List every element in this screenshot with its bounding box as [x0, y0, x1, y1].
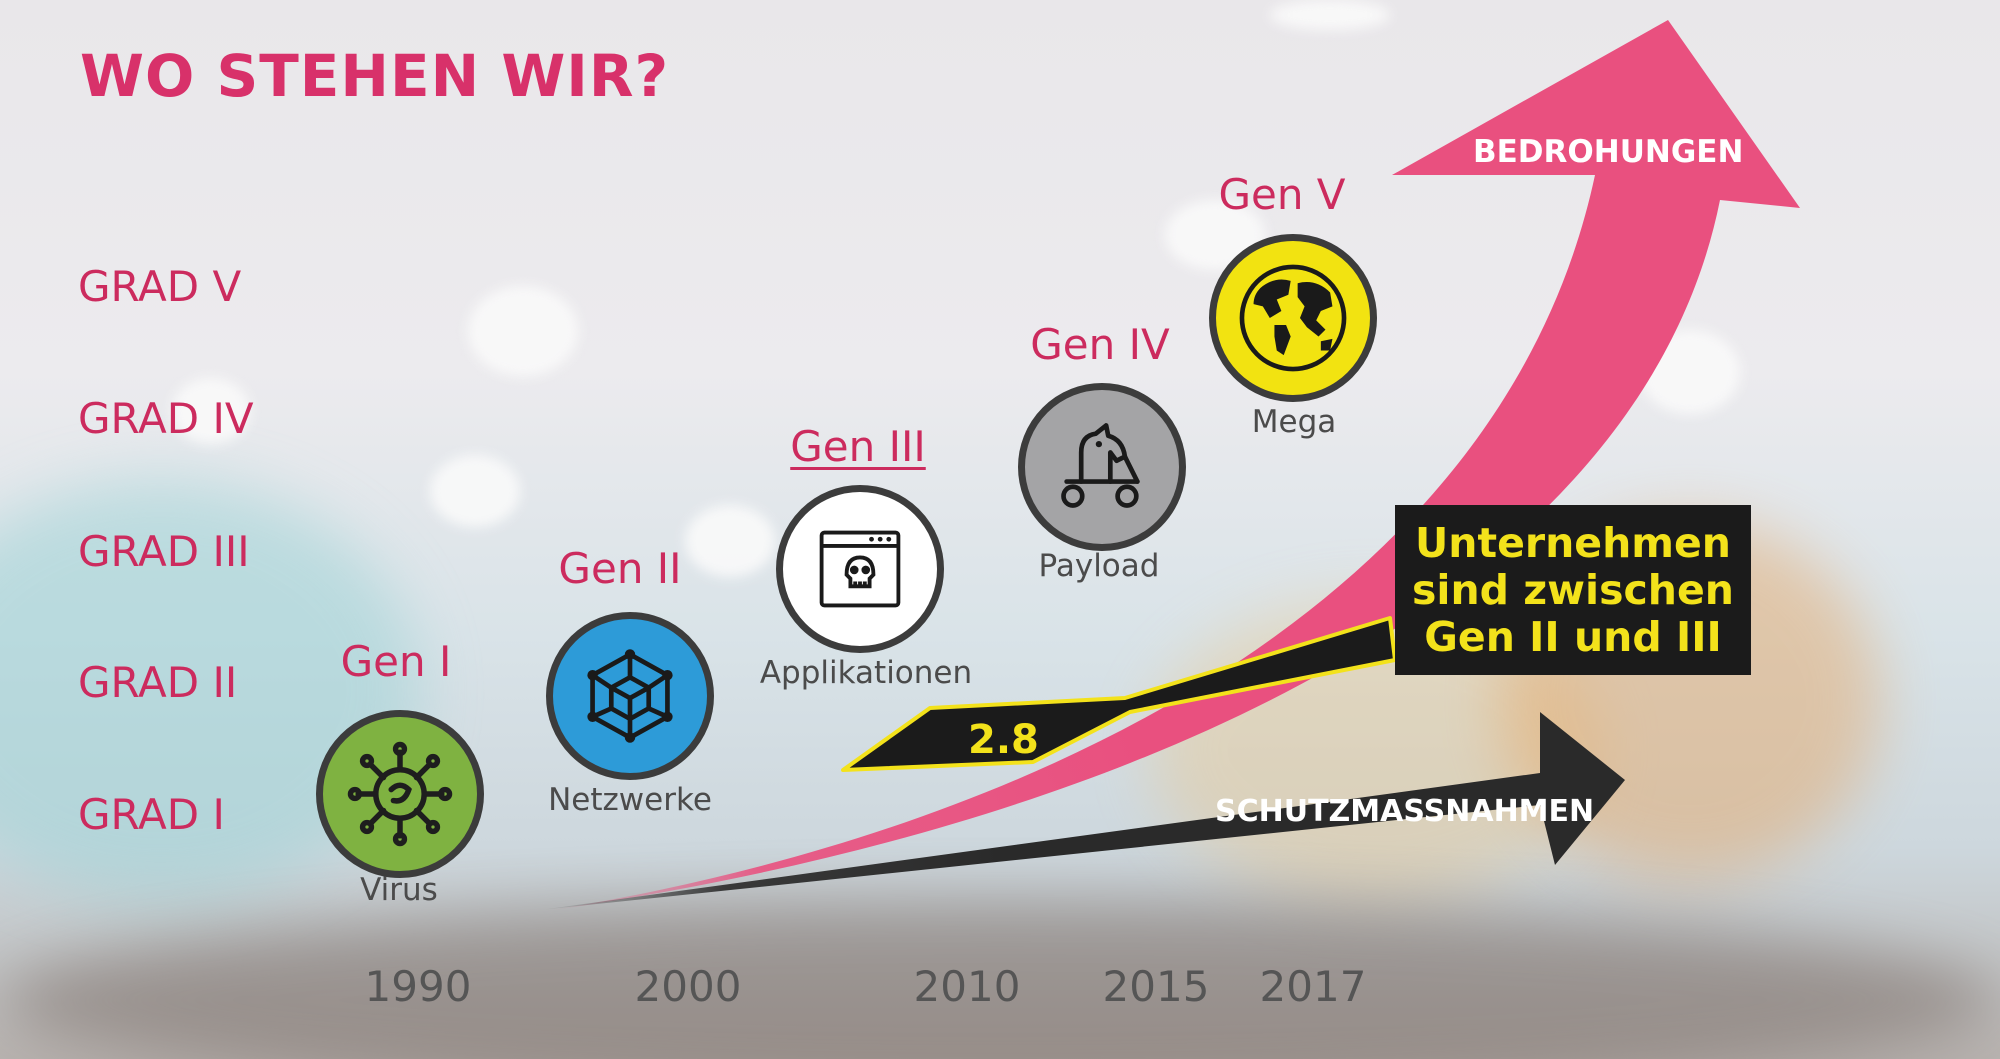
- callout-line: Unternehmen: [1414, 518, 1731, 567]
- gen-caption: Netzwerke: [548, 782, 712, 818]
- company-arrow: [841, 616, 1397, 772]
- gen-caption: Mega: [1251, 404, 1337, 440]
- page-title: WO STEHEN WIR?: [80, 42, 670, 110]
- globe-icon: [1239, 264, 1347, 372]
- threats-label: BEDROHUNGEN: [1473, 134, 1744, 170]
- gen-label: Gen III: [790, 422, 926, 471]
- gen-label: Gen I: [340, 637, 452, 686]
- bg-light: [468, 286, 578, 376]
- grade-label: GRAD I: [78, 790, 225, 839]
- trojan-horse-icon: [1061, 423, 1140, 508]
- callout-line: Gen II und III: [1424, 612, 1722, 661]
- grade-label: GRAD II: [78, 658, 238, 707]
- gen-label: Gen V: [1218, 170, 1346, 219]
- grade-label: GRAD V: [78, 262, 242, 311]
- gen-circle: [1018, 383, 1186, 551]
- gen-label: Gen IV: [1030, 320, 1170, 369]
- year-label: 2015: [1102, 962, 1210, 1011]
- grade-label: GRAD III: [78, 527, 250, 576]
- gen-circle: [316, 710, 484, 878]
- callout-line: sind zwischen: [1412, 565, 1734, 614]
- grade-label: GRAD IV: [78, 394, 254, 443]
- app-skull-icon: [819, 530, 901, 608]
- protection-label: SCHUTZMASSNAHMEN: [1215, 794, 1595, 829]
- gen-caption: Applikationen: [759, 655, 973, 691]
- virus-icon: [347, 741, 453, 847]
- network-cube-icon: [587, 649, 673, 743]
- bg-light: [685, 505, 775, 577]
- gen-caption: Payload: [1038, 548, 1160, 584]
- threat-arrow: [540, 20, 1800, 912]
- bg-light: [430, 455, 520, 527]
- bg-blur: [0, 900, 2000, 1059]
- bg-light: [172, 378, 250, 444]
- year-label: 2010: [913, 962, 1021, 1011]
- year-label: 2017: [1259, 962, 1367, 1011]
- gen-label: Gen II: [558, 544, 682, 593]
- company-badge: 2.8: [968, 717, 1039, 763]
- gen-circle: [776, 485, 944, 653]
- gen-circle: [546, 612, 714, 780]
- company-callout: Unternehmen sind zwischen Gen II und III: [1395, 505, 1751, 675]
- gen-caption: Virus: [360, 872, 438, 908]
- protection-arrow: [540, 712, 1625, 910]
- bg-light: [1270, 0, 1390, 30]
- year-label: 1990: [364, 962, 472, 1011]
- year-label: 2000: [634, 962, 742, 1011]
- gen-circle: [1209, 234, 1377, 402]
